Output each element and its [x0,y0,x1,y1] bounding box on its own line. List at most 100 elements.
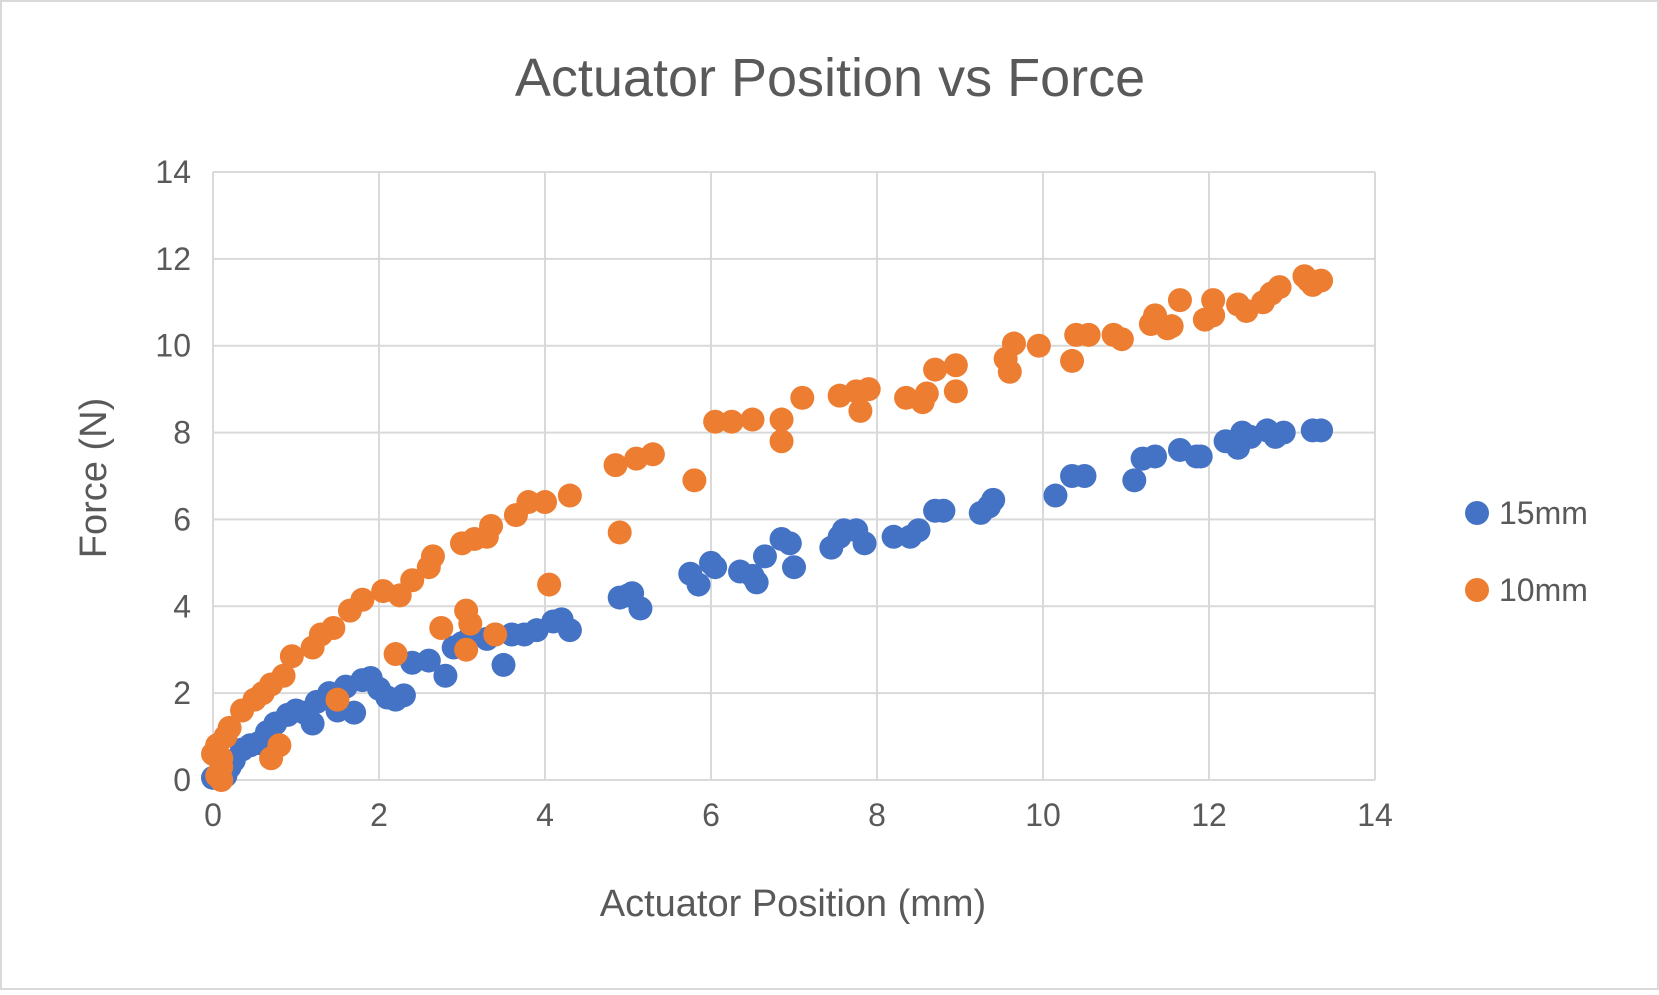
data-point-10mm [719,409,744,434]
y-tick-label: 14 [155,154,191,190]
data-point-10mm [1201,303,1226,328]
x-axis-label: Actuator Position (mm) [600,883,986,925]
data-point-10mm [1267,275,1292,300]
data-point-10mm [997,359,1022,384]
data-point-15mm [628,596,653,621]
data-point-10mm [1309,268,1334,293]
data-point-15mm [852,531,877,556]
data-point-10mm [516,490,541,515]
data-point-10mm [848,398,873,423]
legend-label-15mm: 15mm [1499,495,1588,531]
data-point-10mm [790,385,815,410]
data-point-15mm [1072,464,1097,488]
data-point-15mm [300,711,325,736]
data-point-10mm [1026,333,1051,358]
legend-label-10mm: 10mm [1499,572,1588,608]
data-point-15mm [433,663,458,688]
data-point-15mm [491,652,516,677]
data-point-10mm [703,409,728,434]
data-point-15mm [1188,444,1213,469]
data-point-10mm [1076,322,1101,347]
data-point-15mm [1122,468,1147,493]
y-tick-label: 10 [155,328,191,364]
x-axis-ticks: 0 2 4 6 8 10 12 14 [204,797,1393,833]
data-point-10mm [217,715,242,740]
data-point-15mm [391,683,416,708]
data-point-10mm [271,663,296,688]
data-point-15mm [703,555,728,580]
data-point-10mm [1109,327,1134,352]
data-point-15mm [744,570,769,595]
y-axis-label: Force (N) [73,398,115,558]
data-point-15mm [1309,418,1334,443]
data-point-15mm [881,524,906,549]
data-point-15mm [342,700,367,725]
data-point-10mm [740,407,765,432]
data-point-15mm [752,544,777,569]
data-points [201,264,1334,792]
data-point-10mm [325,687,350,712]
data-point-10mm [321,616,346,640]
data-point-10mm [1167,288,1192,313]
y-tick-label: 8 [173,415,191,451]
data-point-10mm [383,642,408,667]
data-point-10mm [769,429,794,454]
y-tick-label: 2 [173,675,191,711]
x-tick-label: 4 [536,797,554,833]
data-point-15mm [1143,444,1168,469]
data-point-10mm [640,442,665,467]
series-15mm [201,418,1334,790]
x-tick-label: 14 [1357,797,1393,833]
chart-title: Actuator Position vs Force [515,48,1145,108]
x-tick-label: 6 [702,797,720,833]
x-tick-label: 10 [1025,797,1061,833]
y-tick-label: 4 [173,588,191,624]
y-tick-label: 6 [173,501,191,537]
x-tick-label: 8 [868,797,886,833]
data-point-15mm [777,531,802,556]
data-point-10mm [533,490,557,515]
data-point-10mm [923,357,948,382]
data-point-10mm [429,616,454,640]
data-point-10mm [209,746,234,771]
data-point-10mm [607,520,632,545]
data-point-10mm [682,468,707,493]
data-point-10mm [769,407,794,432]
data-point-10mm [458,611,483,636]
data-point-15mm [981,487,1006,512]
data-point-10mm [914,381,939,406]
y-tick-label: 0 [173,762,191,798]
data-point-15mm [416,648,441,673]
data-point-10mm [479,513,504,538]
y-tick-label: 12 [155,241,191,277]
legend-marker-10mm [1465,578,1489,602]
data-point-15mm [1043,483,1068,508]
data-point-10mm [1001,331,1026,356]
data-point-15mm [906,518,931,543]
data-point-10mm [856,377,881,402]
data-point-15mm [782,555,806,580]
y-axis-ticks: 0 2 4 6 8 10 12 14 [155,154,191,798]
data-point-15mm [686,572,711,597]
legend: 15mm 10mm [1465,495,1588,608]
data-point-10mm [279,644,304,669]
data-point-15mm [1271,420,1296,445]
series-10mm [201,264,1334,792]
data-point-15mm [557,618,582,643]
data-point-10mm [557,483,582,508]
data-point-10mm [943,353,968,378]
data-point-10mm [350,587,375,612]
data-point-10mm [1060,348,1085,373]
data-point-10mm [400,568,425,593]
x-tick-label: 12 [1191,797,1227,833]
x-tick-label: 0 [204,797,222,833]
data-point-10mm [1159,314,1184,339]
legend-marker-15mm [1465,501,1489,525]
x-tick-label: 2 [370,797,388,833]
data-point-10mm [454,637,479,662]
data-point-10mm [483,622,508,647]
gridlines [212,171,1376,781]
